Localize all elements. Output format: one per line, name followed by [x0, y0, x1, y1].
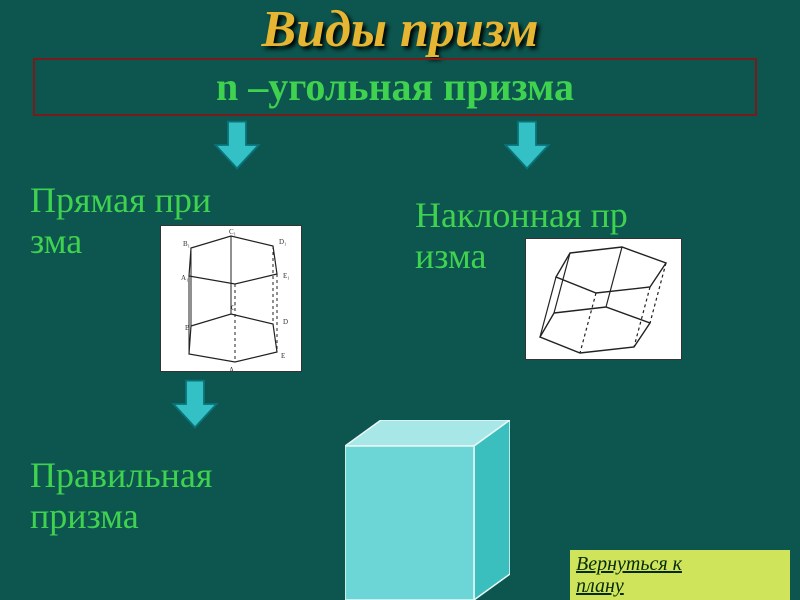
hex-prism-diagram: B A E D C B₁ C₁ D₁ E₁ A₁ — [160, 225, 302, 372]
label-line: призма — [30, 496, 212, 537]
arrow-down-icon — [500, 118, 554, 172]
svg-text:B₁: B₁ — [183, 240, 190, 248]
subtitle-box: n –угольная призма — [35, 60, 755, 114]
svg-text:E₁: E₁ — [283, 272, 290, 280]
label-line: Наклонная пр — [415, 195, 628, 236]
back-to-plan-link[interactable]: Вернуться к плану — [570, 550, 790, 600]
page-title: Виды призм — [0, 0, 800, 59]
svg-text:D: D — [283, 318, 288, 326]
slide: Виды призм n –угольная призма Прямая при… — [0, 0, 800, 600]
link-line: плану — [576, 575, 784, 597]
svg-text:D₁: D₁ — [279, 238, 287, 246]
arrow-down-icon — [168, 375, 222, 433]
svg-text:B: B — [185, 324, 190, 332]
oblique-prism-diagram — [525, 238, 682, 360]
arrow-down-icon — [210, 118, 264, 172]
svg-text:A₁: A₁ — [181, 274, 189, 282]
link-line: Вернуться к — [576, 553, 784, 575]
label-regular-prism: Правильная призма — [30, 455, 212, 538]
label-line: Правильная — [30, 455, 212, 496]
svg-text:A: A — [229, 366, 234, 371]
svg-text:C: C — [231, 304, 236, 312]
label-line: Прямая при — [30, 180, 211, 221]
svg-text:E: E — [281, 352, 285, 360]
rect-prism-3d — [345, 420, 510, 600]
svg-text:C₁: C₁ — [229, 228, 236, 236]
